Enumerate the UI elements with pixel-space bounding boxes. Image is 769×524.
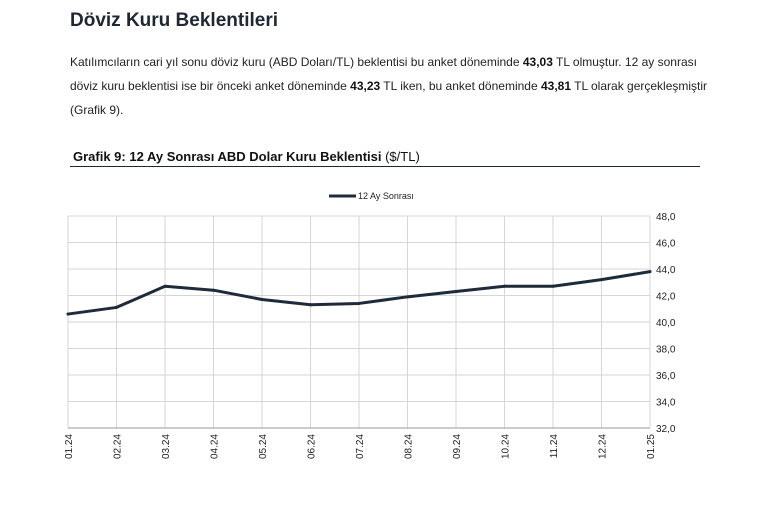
y-tick-label: 34,0 <box>656 398 676 409</box>
data-point <box>309 303 312 307</box>
legend-label: 12 Ay Sonrası <box>358 191 414 201</box>
y-tick-label: 40,0 <box>656 318 676 329</box>
chart-title-main: Grafik 9: 12 Ay Sonrası ABD Dolar Kuru B… <box>73 149 382 164</box>
y-tick-label: 38,0 <box>656 345 676 356</box>
data-point <box>406 295 409 299</box>
summary-paragraph: Katılımcıların cari yıl sonu döviz kuru … <box>70 50 710 122</box>
para-text-3: TL iken, bu anket döneminde <box>380 79 541 93</box>
data-point <box>66 312 70 316</box>
y-tick-label: 42,0 <box>656 292 676 303</box>
y-tick-label: 48,0 <box>656 212 676 223</box>
x-tick-label: 04.24 <box>210 434 221 459</box>
x-tick-label: 02.24 <box>113 434 124 459</box>
chart-title-unit: ($/TL) <box>381 149 420 164</box>
x-tick-label: 09.24 <box>452 434 463 459</box>
para-text-1: Katılımcıların cari yıl sonu döviz kuru … <box>70 55 523 69</box>
chart-title-rule <box>70 166 700 167</box>
chart-title: Grafik 9: 12 Ay Sonrası ABD Dolar Kuru B… <box>73 149 420 164</box>
data-point <box>551 284 555 288</box>
data-point <box>163 284 167 288</box>
data-point <box>648 270 652 274</box>
x-tick-label: 11.24 <box>549 434 560 459</box>
x-tick-label: 01.25 <box>646 434 657 459</box>
para-value-1: 43,03 <box>522 55 553 69</box>
data-point <box>115 305 118 309</box>
x-tick-label: 06.24 <box>307 434 318 459</box>
y-tick-label: 32,0 <box>656 424 676 435</box>
data-point <box>260 297 264 301</box>
section-heading: Döviz Kuru Beklentileri <box>70 10 278 31</box>
para-text-2: TL olmuştur. 12 ay sonrası döviz kuru be… <box>70 55 697 93</box>
para-text-4: TL olarak gerçekleşmiştir (Grafik 9). <box>70 79 708 117</box>
data-point <box>357 301 361 305</box>
y-tick-label: 44,0 <box>656 265 676 276</box>
y-tick-label: 46,0 <box>656 239 676 250</box>
para-value-3: 43,81 <box>540 79 571 93</box>
data-point <box>503 284 506 288</box>
x-tick-label: 01.24 <box>64 434 75 459</box>
x-tick-label: 08.24 <box>404 434 415 459</box>
x-tick-label: 07.24 <box>355 434 366 459</box>
data-point <box>600 278 603 282</box>
data-point <box>454 290 458 294</box>
para-value-2: 43,23 <box>350 79 381 93</box>
x-tick-label: 10.24 <box>501 434 512 459</box>
y-tick-label: 36,0 <box>656 371 676 382</box>
x-tick-label: 12.24 <box>598 434 609 459</box>
data-point <box>212 288 215 292</box>
x-tick-label: 03.24 <box>161 434 172 459</box>
x-tick-label: 05.24 <box>258 434 269 459</box>
